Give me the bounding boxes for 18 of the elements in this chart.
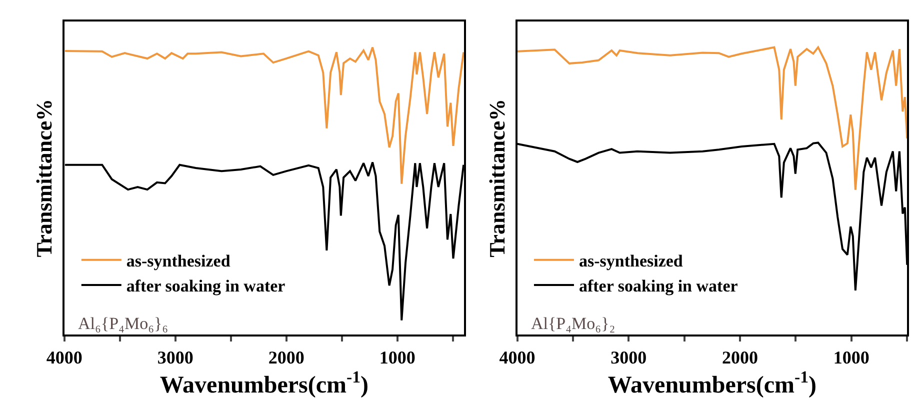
legend-label: as-synthesized (578, 252, 684, 271)
legend-label: after soaking in water (126, 276, 286, 296)
x-tick-label: 2000 (268, 347, 304, 368)
y-axis-title: Transmittance% (484, 98, 510, 258)
x-tick-label: 2000 (722, 347, 758, 368)
y-axis-title: Transmittance% (32, 98, 57, 258)
x-tick-label: 4000 (499, 347, 536, 368)
annotation: Al{P₄Mo₆}₂ (531, 314, 616, 333)
x-tick-label: 4000 (46, 347, 82, 368)
legend-label: as-synthesized (126, 252, 231, 271)
x-tick-label: 1000 (379, 347, 416, 368)
x-tick-label: 1000 (833, 347, 870, 368)
x-axis-title: Wavenumbers(cm$^{-1}$) (160, 367, 369, 398)
x-tick-label: 3000 (610, 347, 647, 368)
x-axis-title: Wavenumbers(cm$^{-1}$) (608, 367, 817, 398)
legend-label: after soaking in water (578, 276, 738, 296)
annotation: Al₆{P₄Mo₆}₆ (78, 314, 168, 333)
x-tick-label: 3000 (157, 347, 194, 368)
